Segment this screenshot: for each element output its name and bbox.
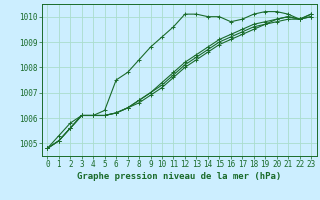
X-axis label: Graphe pression niveau de la mer (hPa): Graphe pression niveau de la mer (hPa) [77, 172, 281, 181]
